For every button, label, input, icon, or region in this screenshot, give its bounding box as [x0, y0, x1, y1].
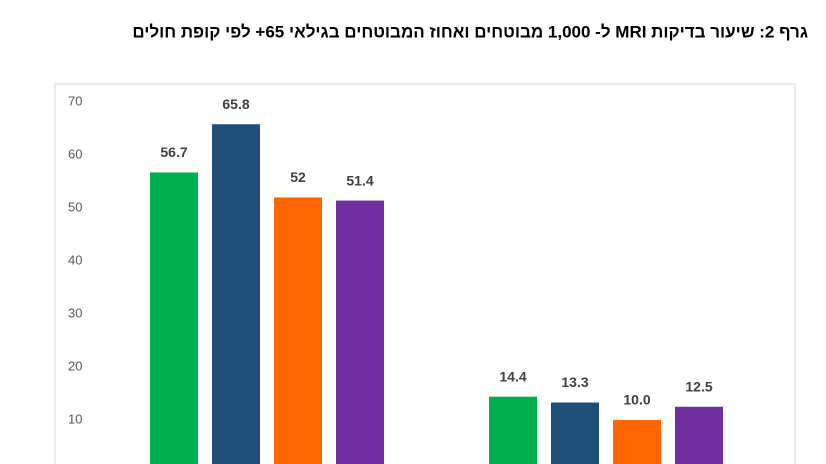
- bar: [551, 402, 599, 464]
- y-tick-label: 50: [68, 199, 82, 214]
- value-label: 65.8: [222, 96, 249, 112]
- y-tick-label: 60: [68, 146, 82, 161]
- value-label: 12.5: [685, 378, 712, 394]
- value-label: 10.0: [623, 392, 650, 408]
- chart-title: גרף 2: שיעור בדיקות MRI ל- 1,000 מבוטחים…: [132, 22, 808, 41]
- bar: [150, 172, 198, 464]
- bar: [613, 420, 661, 464]
- y-tick-label: 70: [68, 93, 82, 108]
- y-tick-label: 10: [68, 411, 82, 426]
- bar: [489, 396, 537, 464]
- bar: [675, 406, 723, 464]
- value-label: 56.7: [160, 144, 187, 160]
- plot-frame: [54, 83, 796, 464]
- value-label: 51.4: [346, 172, 373, 188]
- value-label: 52: [290, 169, 306, 185]
- value-label: 14.4: [499, 368, 526, 384]
- bar: [212, 124, 260, 464]
- y-tick-label: 20: [68, 358, 82, 373]
- y-tick-label: 40: [68, 252, 82, 267]
- bar: [336, 200, 384, 464]
- y-tick-label: 30: [68, 305, 82, 320]
- value-label: 13.3: [561, 374, 588, 390]
- bar: [274, 197, 322, 464]
